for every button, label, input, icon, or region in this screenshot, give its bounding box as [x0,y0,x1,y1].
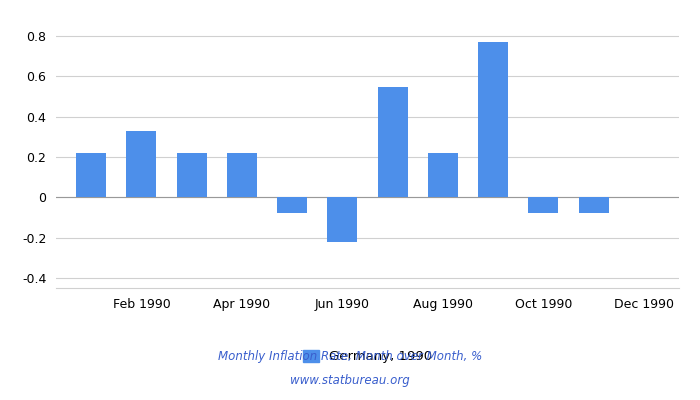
Bar [578,197,609,214]
Bar [126,131,157,197]
Bar [277,197,307,214]
Legend: Germany, 1990: Germany, 1990 [298,344,438,368]
Bar [176,153,206,197]
Bar [377,86,407,197]
Bar [328,197,358,242]
Bar [76,153,106,197]
Bar [227,153,257,197]
Text: Monthly Inflation Rate, Month over Month, %: Monthly Inflation Rate, Month over Month… [218,350,482,363]
Text: www.statbureau.org: www.statbureau.org [290,374,410,387]
Bar [528,197,559,214]
Bar [428,153,458,197]
Bar [478,42,508,197]
